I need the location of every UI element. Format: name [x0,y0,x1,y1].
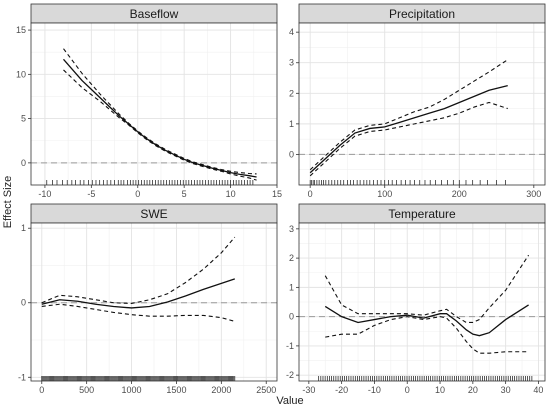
x-tick-label: 200 [452,189,467,199]
effect-estimate-line [309,85,508,174]
x-tick-label: 300 [526,189,541,199]
y-tick-label: 0 [289,149,294,159]
x-tick-label: -10 [38,189,51,199]
confidence-band-line [325,316,529,354]
x-tick-label: 0 [39,385,44,395]
x-tick-label: 0 [308,189,313,199]
x-tick-label: 500 [79,385,94,395]
effect-estimate-line [41,278,236,309]
y-tick-label: 4 [289,27,294,37]
effect-estimate-line [324,304,529,337]
confidence-band-line [41,236,236,305]
y-tick-label: 0 [289,312,294,322]
y-tick-label: 1 [21,223,26,233]
plot-border [30,222,278,382]
x-tick-label: -5 [87,189,95,199]
x-axis-label: Value [276,395,303,407]
y-tick-label: 3 [289,58,294,68]
confidence-band-line [41,303,235,322]
panel-title: Temperature [388,207,456,221]
effect-estimate-line [63,58,257,178]
plot-border [298,22,546,186]
x-tick-label: 0 [405,385,410,395]
x-tick-label: 1500 [166,385,186,395]
plot-border [298,222,546,382]
y-tick-label: 1 [289,282,294,292]
x-tick-label: 10 [226,189,236,199]
panel-title: SWE [140,207,167,221]
y-tick-label: 2 [289,253,294,263]
x-tick-label: 2500 [256,385,276,395]
y-tick-label: 5 [21,114,26,124]
y-tick-label: 15 [16,25,26,35]
panel-title: Baseflow [130,7,179,21]
confidence-band-line [63,69,257,181]
x-tick-label: 40 [533,385,543,395]
plot-area [31,23,277,185]
x-tick-label: 100 [377,189,392,199]
y-tick-label: 2 [289,88,294,98]
x-tick-label: 15 [272,189,282,199]
x-tick-label: 0 [135,189,140,199]
y-tick-label: -2 [286,370,294,380]
x-tick-label: -20 [335,385,348,395]
y-tick-label: 1 [289,119,294,129]
panel-swe: SWE 0 500 1000 1500 2000 2500 -1 0 1 [18,203,278,395]
plot-border [30,22,278,186]
panel-baseflow: Baseflow -10 -5 0 5 10 15 0 5 10 15 [16,3,282,199]
confidence-band-line [63,48,257,175]
x-tick-label: 5 [182,189,187,199]
y-tick-label: 10 [16,69,26,79]
y-tick-label: 3 [289,224,294,234]
x-tick-label: 10 [435,385,445,395]
confidence-band-line [309,101,508,177]
x-tick-label: 30 [501,385,511,395]
y-tick-label: -1 [286,341,294,351]
y-tick-label: 0 [21,298,26,308]
y-axis-label: Effect Size [2,176,14,228]
y-tick-label: -1 [18,372,26,382]
x-tick-label: 20 [468,385,478,395]
x-tick-label: -30 [302,385,315,395]
x-tick-label: -10 [368,385,381,395]
x-tick-label: 2000 [211,385,231,395]
x-tick-label: 1000 [122,385,142,395]
panel-precipitation: Precipitation 0 100 200 300 0 1 2 3 4 [289,3,546,199]
y-tick-label: 0 [21,158,26,168]
panel-title: Precipitation [389,7,455,21]
confidence-band-line [309,59,509,171]
